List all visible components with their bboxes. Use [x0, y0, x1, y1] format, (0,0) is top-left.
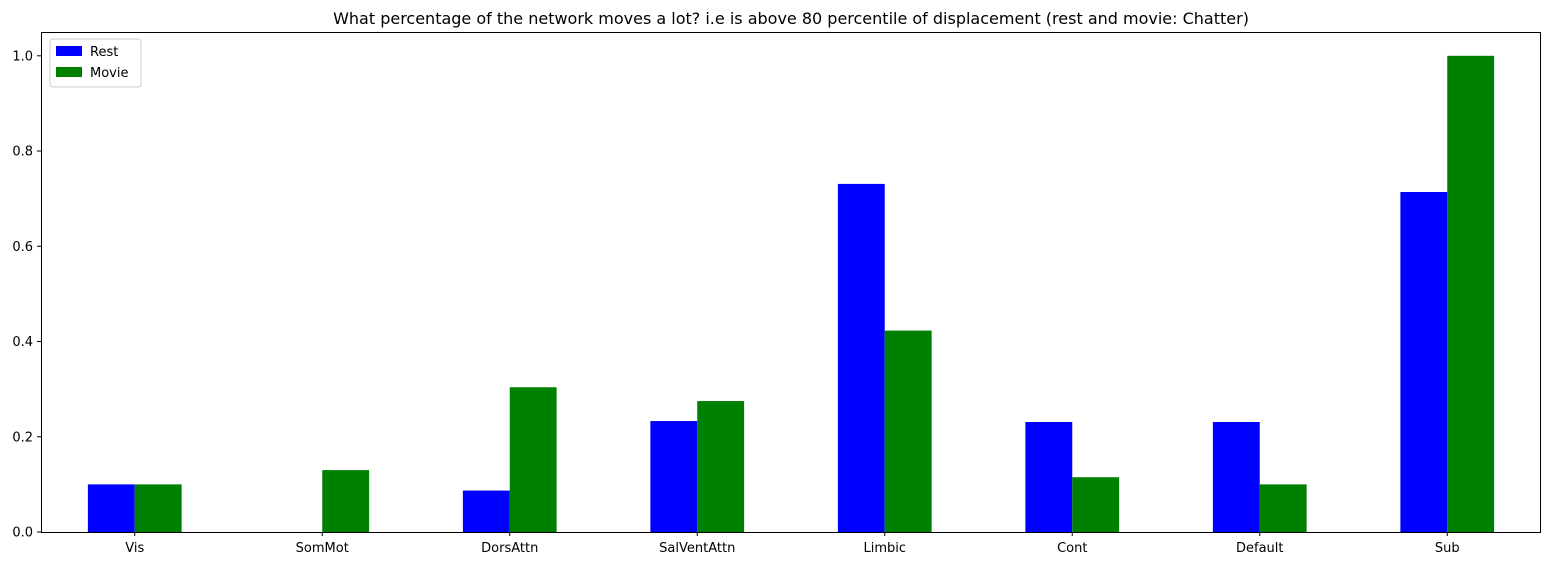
bar-rest-salventattn [650, 421, 698, 532]
x-tick-label: Default [1236, 541, 1284, 556]
x-tick-label: Vis [125, 541, 144, 556]
y-tick-label: 1.0 [12, 49, 33, 64]
x-tick-label: Cont [1057, 541, 1087, 556]
legend-swatch-rest [56, 46, 82, 56]
x-tick-label: SomMot [296, 541, 349, 556]
legend-label-rest: Rest [90, 45, 118, 60]
chart-title: What percentage of the network moves a l… [333, 9, 1249, 28]
bar-movie-limbic [884, 330, 932, 532]
y-axis: 0.0 0.2 0.4 0.6 0.8 1.0 [12, 49, 41, 541]
legend-label-movie: Movie [90, 66, 128, 81]
bar-movie-default [1259, 484, 1307, 532]
plot-frame [41, 32, 1541, 533]
bars-group [87, 55, 1495, 533]
y-tick-label: 0.4 [12, 335, 33, 350]
y-tick-label: 0.8 [12, 145, 33, 160]
bar-movie-sub [1447, 55, 1495, 533]
bar-rest-default [1212, 422, 1260, 532]
bar-rest-cont [1025, 422, 1073, 532]
y-tick-label: 0.2 [12, 430, 33, 445]
x-axis: Vis SomMot DorsAttn SalVentAttn Limbic Cont De… [125, 532, 1460, 556]
bar-rest-dorsattn [462, 490, 510, 532]
legend-swatch-movie [56, 67, 82, 77]
x-tick-label: SalVentAttn [659, 541, 735, 556]
bar-movie-cont [1072, 477, 1120, 532]
bar-rest-limbic [837, 183, 885, 532]
x-tick-label: Limbic [863, 541, 906, 556]
bar-movie-sommot [322, 470, 370, 532]
bar-movie-dorsattn [509, 387, 557, 532]
x-tick-label: DorsAttn [481, 541, 538, 556]
bar-rest-vis [87, 484, 135, 532]
y-tick-label: 0.6 [12, 240, 33, 255]
y-tick-label: 0.0 [12, 526, 33, 541]
legend: Rest Movie [49, 38, 142, 88]
bar-rest-sub [1400, 192, 1448, 532]
x-tick-label: Sub [1435, 541, 1460, 556]
bar-movie-vis [134, 484, 182, 532]
bar-movie-salventattn [697, 401, 745, 532]
